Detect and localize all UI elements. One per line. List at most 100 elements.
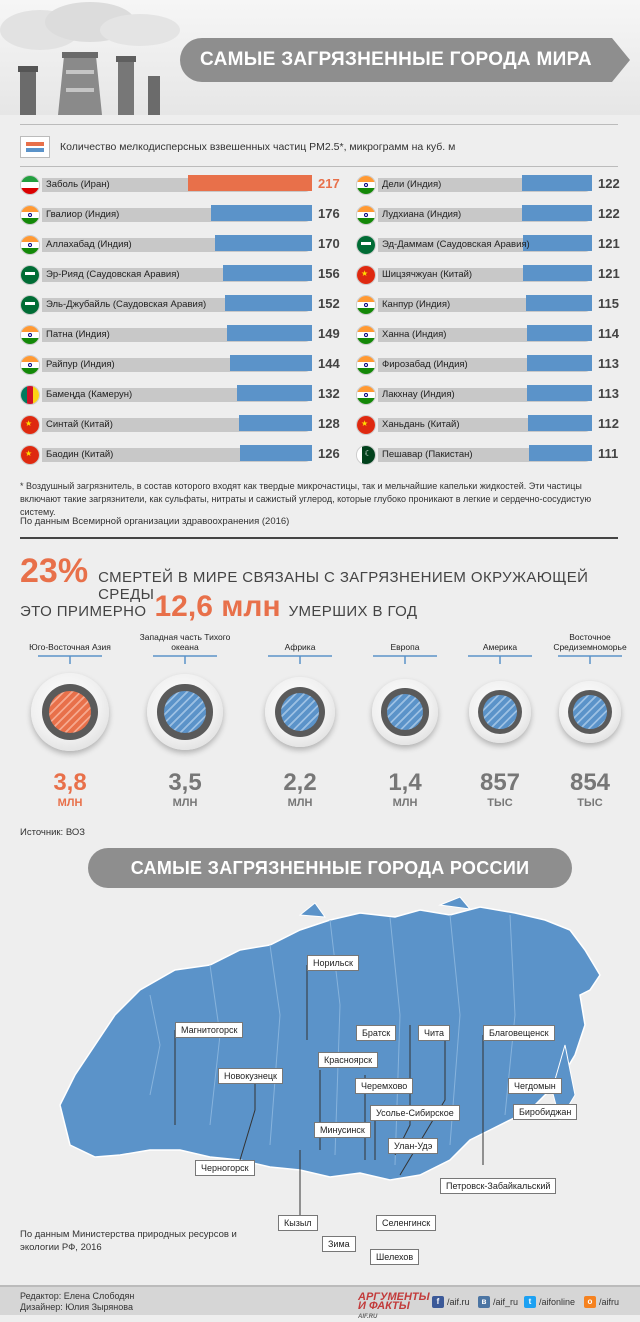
region-leader-line	[373, 655, 437, 664]
social-vk-label: /aif_ru	[493, 1297, 519, 1307]
iran-flag-icon	[20, 175, 40, 195]
value-label: 112	[598, 416, 619, 431]
india-flag-icon	[20, 325, 40, 345]
india-flag-icon	[20, 355, 40, 375]
source-who: По данным Всемирной организации здравоох…	[20, 516, 290, 527]
bar	[240, 445, 312, 461]
india-flag-icon	[356, 205, 376, 225]
city-label: Заболь (Иран)	[46, 179, 110, 190]
bar	[211, 205, 312, 221]
map-city-label: Благовещенск	[483, 1025, 555, 1041]
city-label: Дели (Индия)	[382, 179, 442, 190]
bar	[526, 295, 592, 311]
factory-illustration	[0, 2, 180, 115]
map-city-label: Черемхово	[355, 1078, 414, 1094]
city-label: Ханна (Индия)	[382, 329, 447, 340]
chart-row: Дели (Индия) 122	[356, 175, 632, 195]
city-label: Баодин (Китай)	[46, 449, 114, 460]
bar	[522, 205, 592, 221]
social-twitter-label: /aifonline	[539, 1297, 576, 1307]
city-label: Ханьдань (Китай)	[382, 419, 460, 430]
chart-row: Лудхиана (Индия) 122	[356, 205, 632, 225]
chart-row: Аллахабад (Индия) 170	[20, 235, 352, 255]
china-flag-icon: ★	[20, 445, 40, 465]
chart-row: Райпур (Индия) 144	[20, 355, 352, 375]
value-label: 121	[598, 236, 620, 251]
india-flag-icon	[356, 325, 376, 345]
city-label: Фирозабад (Индия)	[382, 359, 468, 370]
region-leader-line	[153, 655, 217, 664]
bar	[528, 415, 592, 431]
chart-row: ☾ Пешавар (Пакистан) 111	[356, 445, 632, 465]
city-label: Аллахабад (Индия)	[46, 239, 132, 250]
region-value: 3,8 МЛН	[30, 770, 110, 810]
india-flag-icon	[356, 175, 376, 195]
bar	[223, 265, 312, 281]
designer-credit: Дизайнер: Юлия Зырянова	[20, 1302, 133, 1312]
city-label: Патна (Индия)	[46, 329, 110, 340]
chart-row: ★ Баодин (Китай) 126	[20, 445, 352, 465]
social-ok[interactable]: o /aifru	[584, 1296, 619, 1308]
china-flag-icon: ★	[20, 415, 40, 435]
header: САМЫЕ ЗАГРЯЗНЕННЫЕ ГОРОДА МИРА	[0, 0, 640, 115]
map-city-label: Минусинск	[314, 1122, 371, 1138]
brand-logo: АРГУМЕНТЫ И ФАКТЫ AIF.RU	[358, 1292, 430, 1322]
value-label: 111	[598, 446, 619, 461]
region-circle-core	[48, 690, 92, 734]
social-vk[interactable]: в /aif_ru	[478, 1296, 518, 1308]
saudi-flag-icon	[356, 235, 376, 255]
map-city-label: Чита	[418, 1025, 451, 1041]
map-city-label: Селенгинск	[376, 1215, 437, 1231]
city-label: Пешавар (Пакистан)	[382, 449, 473, 460]
legend-icon	[20, 136, 50, 158]
chart-row: Эль-Джубайль (Саудовская Аравия) 152	[20, 295, 352, 315]
chart-row: Эр-Рияд (Саудовская Аравия) 156	[20, 265, 352, 285]
region-value-number: 2,2	[283, 769, 317, 796]
city-label: Эр-Рияд (Саудовская Аравия)	[46, 269, 180, 280]
map-city-label: Братск	[356, 1025, 397, 1041]
value-label: 176	[318, 206, 340, 221]
value-label: 113	[598, 386, 619, 401]
bar	[239, 415, 312, 431]
region-value-number: 854	[569, 769, 611, 796]
vk-icon: в	[478, 1296, 490, 1308]
chart-row: Канпур (Индия) 115	[356, 295, 632, 315]
percent-value: 23%	[20, 552, 89, 590]
percent-text: СМЕРТЕЙ В МИРЕ СВЯЗАНЫ С ЗАГРЯЗНЕНИЕМ ОК…	[98, 569, 589, 603]
social-facebook[interactable]: f /aif.ru	[432, 1296, 470, 1308]
page-title: САМЫЕ ЗАГРЯЗНЕННЫЕ ГОРОДА МИРА	[200, 49, 592, 70]
map-city-label: Биробиджан	[513, 1104, 578, 1120]
china-flag-icon: ★	[356, 265, 376, 285]
legend: Количество мелкодисперсных взвешенных ча…	[20, 136, 455, 158]
value-label: 113	[598, 356, 619, 371]
pakistan-flag-icon: ☾	[356, 445, 376, 465]
value-label: 121	[598, 266, 620, 281]
china-flag-icon: ★	[356, 415, 376, 435]
region-circle-core	[163, 690, 207, 734]
region-value: 2,2 МЛН	[260, 770, 340, 810]
bar	[237, 385, 312, 401]
region-value-number: 3,5	[168, 769, 202, 796]
bar	[188, 175, 312, 191]
value-label: 132	[318, 386, 340, 401]
bar	[529, 445, 592, 461]
india-flag-icon	[20, 235, 40, 255]
bar	[215, 235, 312, 251]
map-city-label: Магнитогорск	[175, 1022, 244, 1038]
region-value: 1,4 МЛН	[365, 770, 445, 810]
chart-row: Гвалиор (Индия) 176	[20, 205, 352, 225]
bar	[523, 265, 592, 281]
region-leader-lines	[38, 655, 622, 664]
social-twitter[interactable]: t /aifonline	[524, 1296, 575, 1308]
value-label: 114	[598, 326, 619, 341]
region-leader-line	[38, 655, 102, 664]
city-label: Синтай (Китай)	[46, 419, 113, 430]
map-city-label: Чегдомын	[508, 1078, 562, 1094]
value-label: 144	[318, 356, 340, 371]
region-label: Восточное Средиземноморье	[553, 632, 627, 652]
twitter-icon: t	[524, 1296, 536, 1308]
bar	[225, 295, 312, 311]
region-circle-core	[483, 695, 517, 729]
city-label: Шицзячжуан (Китай)	[382, 269, 473, 280]
chart-row: Патна (Индия) 149	[20, 325, 352, 345]
